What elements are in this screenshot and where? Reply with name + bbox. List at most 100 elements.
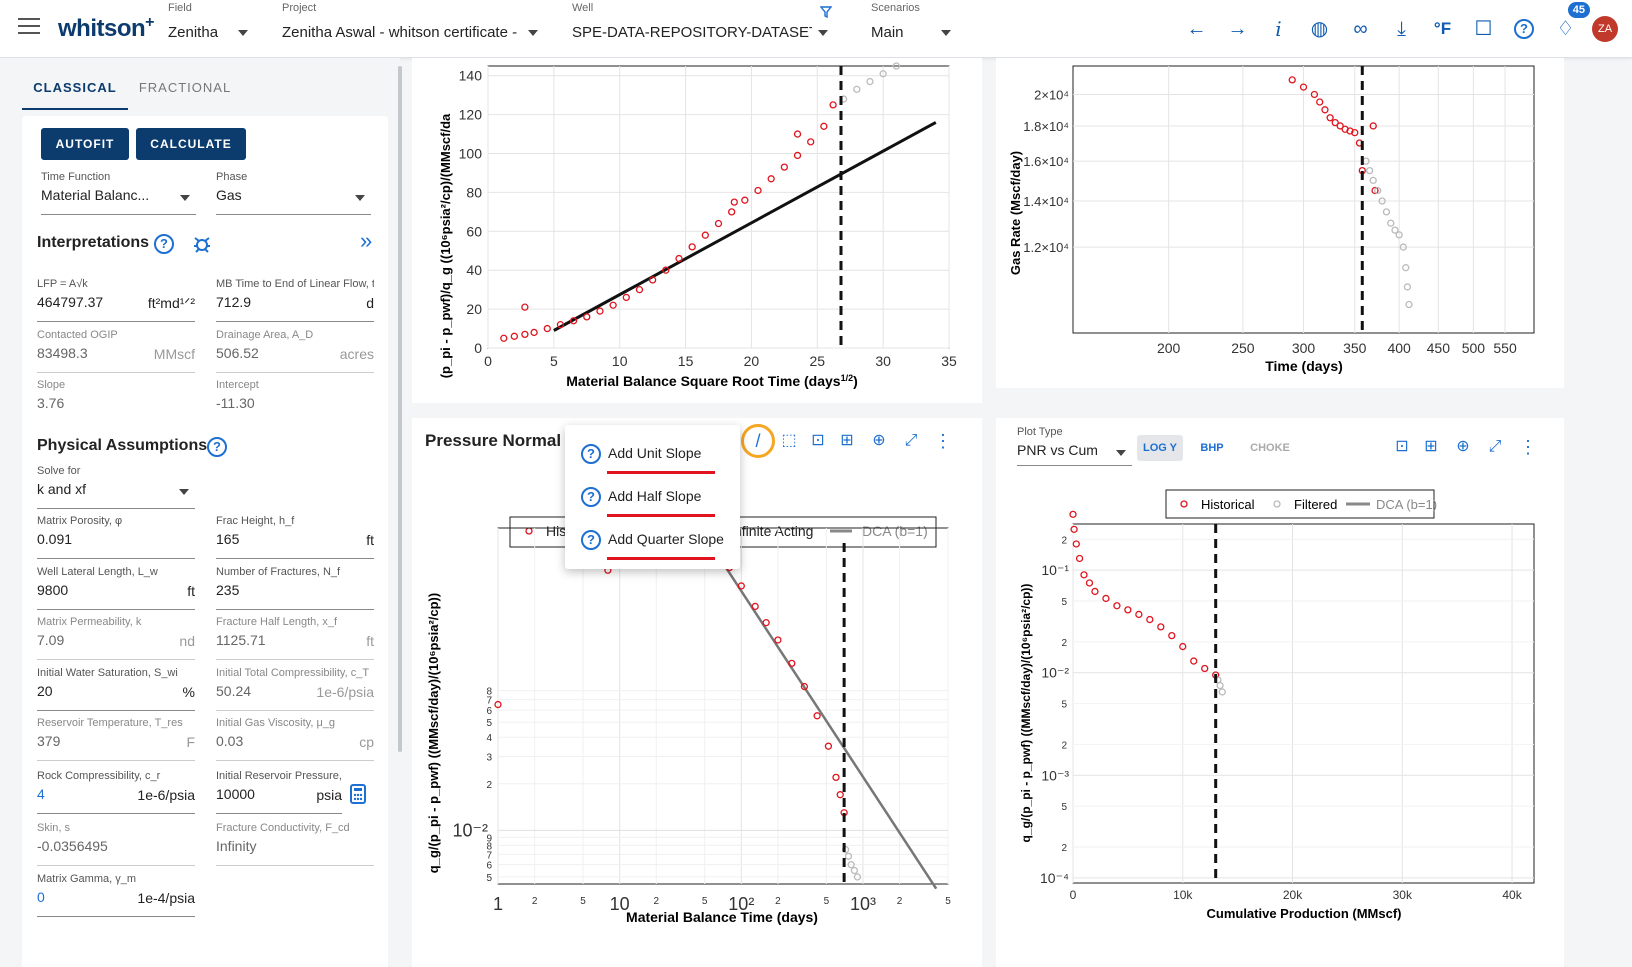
project-select[interactable]: Project Zenitha Aswal - whitson certific… (282, 2, 542, 56)
historical-point (1288, 76, 1296, 84)
visc-value: 0.03 (216, 733, 244, 749)
forward-arrow-icon[interactable]: → (1227, 18, 1248, 40)
choke-toggle[interactable]: CHOKE (1250, 442, 1290, 454)
y-major-tick-label: 10⁻² (1041, 665, 1069, 681)
globe-icon[interactable]: ◍ (1310, 18, 1329, 40)
x-tick-label: 15 (678, 353, 694, 369)
logo[interactable]: whitson+ (58, 14, 154, 42)
x-tick-label: 0 (484, 353, 492, 369)
lateral-label: Well Lateral Length, L_w (37, 566, 158, 578)
x-tick-label: 35 (941, 353, 957, 369)
expand-chevrons-icon[interactable]: » (360, 228, 373, 253)
slope-tool-highlight (741, 424, 775, 458)
bhp-toggle[interactable]: BHP (1200, 442, 1224, 454)
pnr-vs-cum-chart: Historical Filtered DCA (b=1) q_g/(p_pi … (1019, 489, 1535, 921)
y-tick-label: 100 (459, 146, 483, 162)
x-minor-tick-label: 5 (945, 896, 951, 907)
tab-fractional[interactable]: FRACTIONAL (138, 80, 232, 95)
parameters-card: AUTOFIT CALCULATE Time Function Material… (22, 116, 388, 967)
more-vert-icon[interactable]: ⋮ (1519, 437, 1537, 457)
unlock-icon[interactable]: ⊡ (1395, 438, 1409, 455)
solve-for-select[interactable]: Solve for k and xf (37, 465, 195, 509)
phase-select[interactable]: Phase Gas (216, 171, 371, 215)
back-arrow-icon[interactable]: ← (1186, 18, 1207, 40)
lateral-length-input[interactable]: Well Lateral Length, L_w 9800 ft (37, 566, 195, 610)
mb-time-value: 712.9 (216, 294, 252, 310)
link-icon[interactable]: ∞ (1353, 18, 1368, 40)
y-axis-label: Gas Rate (Mscf/day) (1008, 151, 1023, 275)
more-vert-icon[interactable]: ⋮ (934, 431, 952, 451)
y-minor-tick-label: 5 (486, 718, 492, 729)
y-minor-tick-label: 7 (486, 850, 492, 861)
reservoir-pressure-input[interactable]: Initial Reservoir Pressure, p 10000 psia (216, 770, 342, 814)
historical-point (521, 303, 529, 311)
left-panel-scrollbar[interactable] (398, 66, 402, 752)
help-icon[interactable]: ? (207, 437, 227, 457)
download-icon[interactable]: ⤓ (1397, 18, 1406, 40)
x-tick-label: 0 (1070, 888, 1077, 902)
x-tick-label: 30k (1393, 888, 1413, 902)
feedback-icon[interactable]: ☐ (1474, 18, 1493, 40)
historical-point (530, 328, 538, 337)
y-tick-label: 1.4×10⁴ (1023, 194, 1069, 209)
num-fractures-label: Number of Fractures, N_f (216, 566, 341, 578)
time-function-select[interactable]: Time Function Material Balanc... (41, 171, 196, 215)
filtered-point (847, 861, 855, 869)
slope-line-icon[interactable]: / (755, 431, 761, 451)
water-saturation-input[interactable]: Initial Water Saturation, S_wi 20 % (37, 667, 195, 711)
rock-compressibility-input[interactable]: Rock Compressibility, c_r 4 1e-6/psia (37, 770, 195, 814)
left-panel: CLASSICAL FRACTIONAL AUTOFIT CALCULATE T… (0, 58, 400, 967)
table-icon[interactable]: ⊞ (1424, 438, 1438, 455)
plot-type-value: PNR vs Cum (1017, 442, 1098, 458)
frac-height-input[interactable]: Frac Height, h_f 165 ft (216, 515, 374, 559)
y-minor-tick-label: 2 (1061, 638, 1067, 649)
unlock-icon[interactable]: ⊡ (811, 432, 825, 449)
autofit-button[interactable]: AUTOFIT (41, 128, 129, 160)
fullscreen-icon[interactable]: ⤢ (904, 432, 918, 449)
table-icon[interactable]: ⊞ (840, 432, 854, 449)
mb-time-label: MB Time to End of Linear Flow, tₑ (216, 278, 374, 290)
lasso-select-icon[interactable]: ⬚ (781, 432, 797, 449)
historical-point (648, 276, 657, 284)
help-icon[interactable]: ? (154, 234, 174, 254)
historical-point (820, 122, 828, 130)
log-y-toggle[interactable]: LOG Y (1137, 435, 1183, 461)
info-icon[interactable]: i (1275, 17, 1282, 41)
y-minor-tick-label: 5 (1061, 802, 1067, 813)
filtered-point (850, 866, 859, 875)
calculator-icon[interactable] (350, 784, 366, 804)
filter-icon[interactable] (820, 6, 832, 18)
linear-fit-line (553, 121, 937, 332)
help-icon[interactable]: ? (1504, 14, 1545, 44)
historical-point (1351, 129, 1359, 137)
avatar[interactable]: ZA (1592, 16, 1618, 42)
tab-classical[interactable]: CLASSICAL (22, 70, 128, 110)
plot-type-select[interactable]: Plot Type PNR vs Cum (1017, 426, 1132, 466)
scenario-select[interactable]: Scenarios Main (871, 2, 955, 56)
matrix-gamma-input[interactable]: Matrix Gamma, γ_m 0 1e-4/psia (37, 873, 195, 917)
zoom-fit-icon[interactable]: ⊕ (872, 432, 886, 449)
historical-point (1080, 571, 1088, 579)
field-select[interactable]: Field Zenitha (168, 2, 256, 56)
well-select[interactable]: Well SPE-DATA-REPOSITORY-DATASET-1-V (572, 2, 834, 56)
bell-icon[interactable]: ♢ 45 (1545, 2, 1590, 44)
porosity-input[interactable]: Matrix Porosity, φ 0.091 (37, 515, 195, 559)
y-minor-tick-label: 4 (486, 733, 492, 744)
interpretations-title: Interpretations (37, 234, 150, 251)
drainage-unit: acres (339, 346, 374, 362)
filtered-point (1374, 186, 1382, 195)
fahrenheit-icon[interactable]: °F (1433, 19, 1452, 38)
bug-icon[interactable] (192, 234, 212, 254)
perm-value: 7.09 (37, 632, 65, 648)
y-tick-label: 20 (466, 301, 482, 317)
filtered-point (1391, 226, 1399, 234)
y-tick-label: 40 (466, 262, 482, 278)
calculate-button[interactable]: CALCULATE (136, 128, 246, 160)
fullscreen-icon[interactable]: ⤢ (1488, 438, 1502, 455)
menu-icon[interactable] (18, 18, 40, 36)
x-minor-tick-label: 2 (897, 896, 903, 907)
num-fractures-input[interactable]: Number of Fractures, N_f 235 (216, 566, 374, 610)
zoom-fit-icon[interactable]: ⊕ (1456, 438, 1470, 455)
y-tick-label: 60 (466, 223, 482, 239)
